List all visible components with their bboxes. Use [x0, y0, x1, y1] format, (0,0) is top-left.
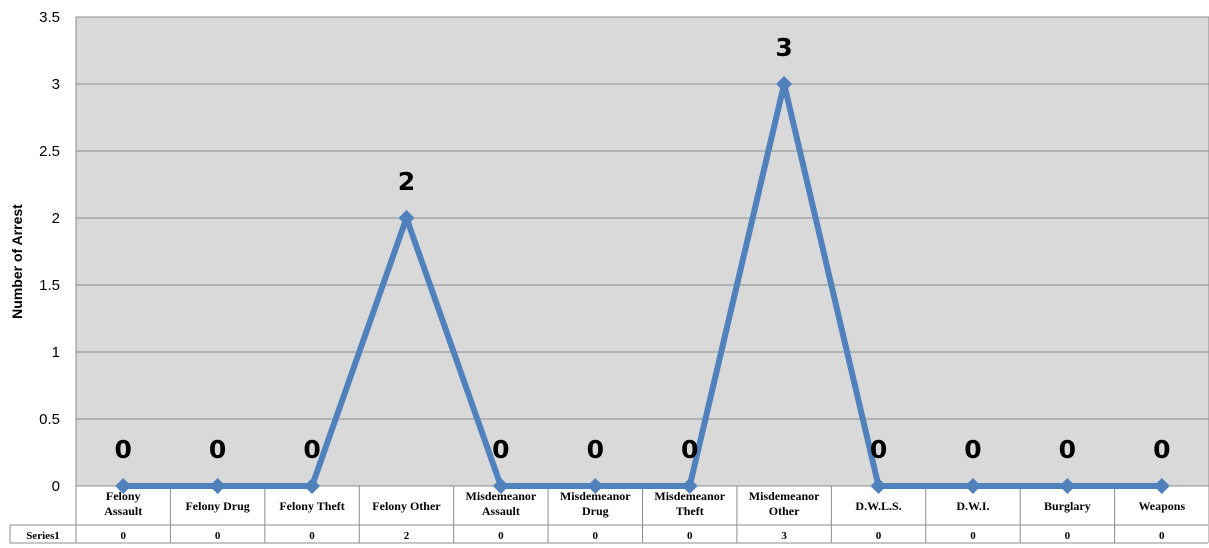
x-category-label-line: Drug — [582, 504, 609, 518]
x-category-label-line: Weapons — [1138, 499, 1185, 513]
x-category-label-line: Felony Theft — [279, 499, 344, 513]
data-point-marker — [681, 478, 698, 494]
x-category-label-line: Felony Drug — [185, 499, 249, 513]
table-value-cell: 3 — [781, 530, 787, 542]
data-label: 0 — [587, 435, 604, 464]
data-point-marker — [1059, 478, 1076, 494]
data-label: 0 — [303, 435, 320, 464]
data-point-marker — [870, 478, 887, 494]
table-value-cell: 2 — [404, 530, 410, 542]
data-table: Felony Assault Felony Drug Felony Theft Felo… — [9, 485, 1209, 544]
data-point-marker — [1153, 478, 1170, 494]
x-category-label-line: Misdemeanor — [560, 489, 631, 503]
data-label: 0 — [681, 435, 698, 464]
data-label: 0 — [1059, 435, 1076, 464]
x-category-label: Felony Theft — [279, 499, 344, 513]
x-category-label-line: Assault — [104, 504, 142, 518]
x-category-label: Burglary — [1044, 499, 1091, 513]
y-tick-label: 0 — [52, 478, 60, 495]
data-point-marker — [964, 478, 981, 494]
data-label: 0 — [870, 435, 887, 464]
x-category-label-line: Felony — [106, 489, 141, 503]
gridlines — [76, 16, 1209, 487]
table-value-cell: 0 — [498, 530, 504, 542]
x-category-label: Misdemeanor Theft — [654, 489, 725, 518]
x-category-label-line: D.W.L.S. — [855, 499, 901, 513]
y-axis-label: Number of Arrest — [9, 204, 25, 319]
y-tick-label: 0.5 — [39, 411, 60, 428]
table-value-cell: 0 — [687, 530, 693, 542]
x-category-label: Misdemeanor Assault — [466, 489, 537, 518]
data-label: 0 — [1153, 435, 1170, 464]
x-category-label: Misdemeanor Drug — [560, 489, 631, 518]
x-category-label-line: Misdemeanor — [654, 489, 725, 503]
y-tick-label: 1 — [52, 344, 60, 361]
data-label: 0 — [209, 435, 226, 464]
x-category-label-line: Theft — [676, 504, 704, 518]
data-point-marker — [587, 478, 604, 494]
x-category-label: Felony Assault — [104, 489, 142, 518]
data-point-marker — [776, 76, 793, 92]
data-label: 2 — [398, 167, 415, 196]
table-value-cell: 0 — [970, 530, 976, 542]
y-tick-label: 2.5 — [39, 143, 60, 160]
table-value-cell: 0 — [309, 530, 315, 542]
data-point-marker — [398, 210, 415, 226]
x-category-label-line: Misdemeanor — [466, 489, 537, 503]
y-tick-label: 3 — [52, 76, 60, 93]
x-category-label: Felony Drug — [185, 499, 249, 513]
table-value-cell: 0 — [215, 530, 221, 542]
series-polyline — [123, 83, 1162, 489]
x-category-label-line: Misdemeanor — [749, 489, 820, 503]
x-category-label: D.W.I. — [956, 499, 989, 513]
x-category-label-line: Assault — [482, 504, 520, 518]
table-value-cell: 0 — [120, 530, 126, 542]
x-category-label: D.W.L.S. — [855, 499, 901, 513]
data-point-marker — [115, 478, 132, 494]
table-value-cell: 0 — [1065, 530, 1071, 542]
y-tick-label: 3.5 — [39, 9, 60, 26]
plot-area — [75, 16, 1209, 487]
x-category-label-line: Felony Other — [372, 499, 441, 513]
x-category-label: Weapons — [1138, 499, 1185, 513]
data-point-marker — [209, 478, 226, 494]
y-axis-ticks: 0 0.5 1 1.5 2 2.5 3 3.5 — [39, 9, 60, 495]
table-value-cell: 0 — [1159, 530, 1165, 542]
table-value-cell: 0 — [593, 530, 599, 542]
y-tick-label: 2 — [52, 210, 60, 227]
data-point-marker — [492, 478, 509, 494]
series-markers — [115, 76, 1170, 494]
table-series-name: Series1 — [26, 530, 60, 542]
x-category-label-line: Burglary — [1044, 499, 1091, 513]
data-label: 0 — [964, 435, 981, 464]
table-value-cell: 0 — [876, 530, 882, 542]
data-labels: 0 0 0 2 0 0 0 3 0 0 0 0 — [115, 33, 1171, 464]
x-category-label: Felony Other — [372, 499, 441, 513]
x-category-label-line: Other — [769, 504, 800, 518]
x-category-label-line: D.W.I. — [956, 499, 989, 513]
data-label: 3 — [775, 33, 792, 62]
series-line — [123, 83, 1162, 489]
x-category-label: Misdemeanor Other — [749, 489, 820, 518]
data-point-marker — [304, 478, 321, 494]
y-tick-label: 1.5 — [39, 277, 60, 294]
data-label: 0 — [115, 435, 132, 464]
data-label: 0 — [492, 435, 509, 464]
